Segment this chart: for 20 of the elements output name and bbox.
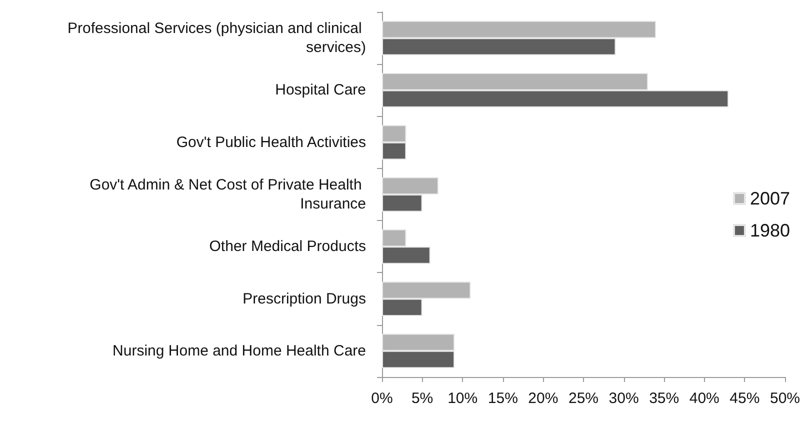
x-tick-label: 45% [730,390,760,407]
y-tick-label: Professional Services (physician and clinical services) [68,20,366,56]
x-tick-label: 10% [448,390,478,407]
x-tick-label: 30% [608,390,639,407]
x-tick-label: 50% [770,390,800,407]
y-tick-label: Gov't Admin & Net Cost of Private Health Insurance [90,176,366,212]
y-tick-label: Nursing Home and Home Health Care [112,342,366,360]
y-tick-label: Gov't Public Health Activities [176,134,366,151]
y-tick-label: Hospital Care [275,82,366,99]
x-tick-label: 15% [488,390,518,407]
x-tick-label: 35% [649,390,680,407]
y-tick-label: Prescription Drugs [242,290,366,308]
legend-label: 2007 [750,188,790,208]
x-tick-label: 0% [371,390,393,407]
x-tick-label: 25% [568,390,599,407]
y-tick-label: Other Medical Products [209,238,366,256]
x-tick-label: 20% [528,390,558,407]
legend-label: 1980 [750,220,790,240]
x-tick-label: 5% [411,390,434,407]
x-tick-label: 40% [689,390,720,407]
